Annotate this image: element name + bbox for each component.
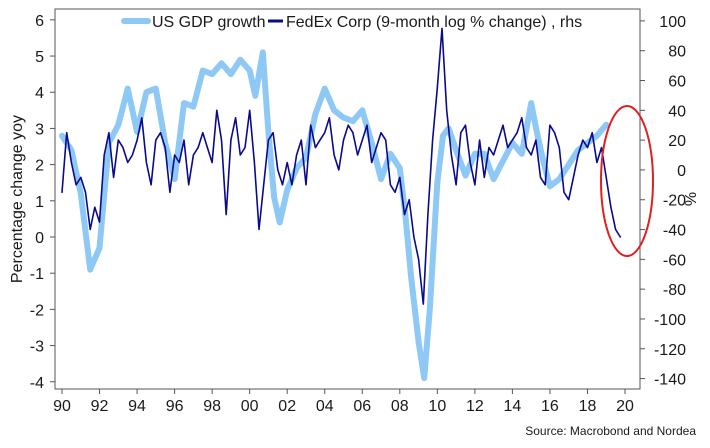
right-tick-label: -100 bbox=[654, 312, 686, 329]
x-tick-label: 04 bbox=[316, 398, 334, 415]
x-tick-label: 10 bbox=[428, 398, 446, 415]
x-tick-label: 96 bbox=[166, 398, 184, 415]
left-axis-ticks: -4 -3 -2 -1 0 1 2 3 4 5 6 bbox=[30, 13, 55, 392]
x-tick-label: 08 bbox=[391, 398, 409, 415]
x-tick-label: 12 bbox=[466, 398, 484, 415]
left-tick-label: 1 bbox=[35, 194, 44, 211]
x-tick-label: 18 bbox=[579, 398, 597, 415]
plot-frame bbox=[54, 8, 641, 390]
series-line-us-gdp-growth bbox=[59, 49, 610, 382]
left-tick-label: -3 bbox=[30, 339, 44, 356]
x-tick-label: 90 bbox=[53, 398, 71, 415]
right-tick-label: 100 bbox=[659, 14, 686, 31]
left-tick-label: -1 bbox=[30, 266, 44, 283]
legend: US GDP growth FedEx Corp (9-month log % … bbox=[121, 14, 582, 31]
x-tick-label: 14 bbox=[504, 398, 522, 415]
left-tick-label: 5 bbox=[35, 49, 44, 66]
left-tick-label: -2 bbox=[30, 302, 44, 319]
right-tick-label: 40 bbox=[668, 103, 686, 120]
left-tick-label: 0 bbox=[35, 230, 44, 247]
right-tick-label: -60 bbox=[663, 252, 686, 269]
x-tick-label: 00 bbox=[241, 398, 259, 415]
right-tick-label: 80 bbox=[668, 44, 686, 61]
right-axis-ticks: -140 -120 -100 -80 -60 -40 -20 0 20 40 60 80 100 bbox=[640, 14, 686, 389]
right-tick-label: -120 bbox=[654, 342, 686, 359]
x-axis-ticks: 90 92 94 96 98 00 02 04 06 08 10 12 14 16 18 20 bbox=[53, 389, 634, 415]
right-tick-label: 20 bbox=[668, 133, 686, 150]
left-axis-label: Percentage change yoy bbox=[9, 115, 26, 283]
series-layer bbox=[59, 27, 622, 382]
right-axis-label: % bbox=[683, 192, 700, 206]
x-tick-label: 92 bbox=[91, 398, 109, 415]
right-tick-label: -80 bbox=[663, 282, 686, 299]
x-tick-label: 98 bbox=[203, 398, 221, 415]
x-tick-label: 16 bbox=[541, 398, 559, 415]
right-tick-label: 0 bbox=[677, 163, 686, 180]
left-tick-label: 4 bbox=[35, 85, 44, 102]
x-tick-label: 20 bbox=[616, 398, 634, 415]
right-tick-label: -140 bbox=[654, 372, 686, 389]
right-tick-label: 60 bbox=[668, 74, 686, 91]
left-tick-label: 2 bbox=[35, 158, 44, 175]
series-line-fedex bbox=[61, 27, 622, 305]
left-tick-label: 3 bbox=[35, 121, 44, 138]
x-tick-label: 02 bbox=[278, 398, 296, 415]
left-tick-label: -4 bbox=[30, 375, 44, 392]
legend-label-gdp: US GDP growth bbox=[152, 14, 266, 31]
right-tick-label: -20 bbox=[663, 193, 686, 210]
source-note: Source: Macrobond and Nordea bbox=[525, 424, 696, 438]
legend-label-fedex: FedEx Corp (9-month log % change) , rhs bbox=[286, 14, 582, 31]
right-tick-label: -40 bbox=[663, 223, 686, 240]
highlight-ellipse bbox=[600, 105, 654, 257]
left-tick-label: 6 bbox=[35, 13, 44, 30]
x-tick-label: 94 bbox=[128, 398, 146, 415]
x-tick-label: 06 bbox=[353, 398, 371, 415]
